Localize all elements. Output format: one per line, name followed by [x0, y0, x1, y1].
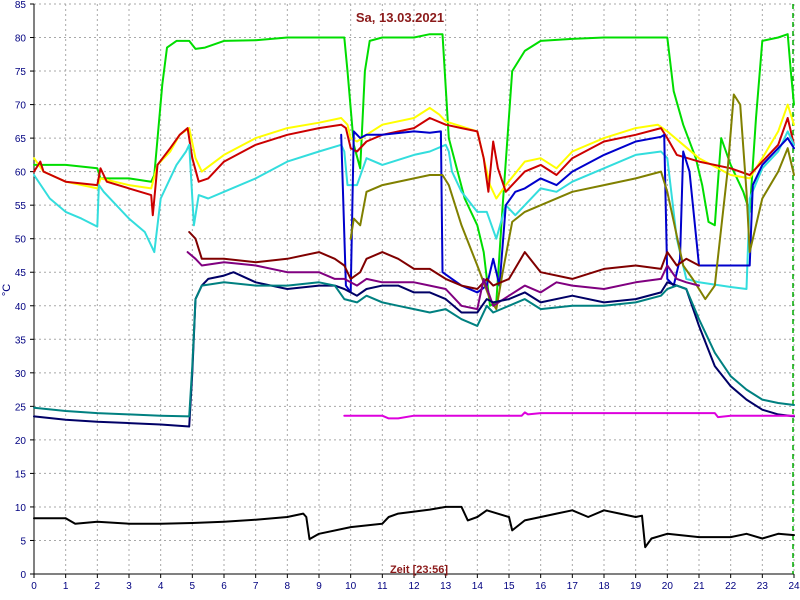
- x-tick-label: 18: [598, 581, 610, 592]
- series-line-8: [186, 251, 700, 311]
- x-tick-label: 11: [377, 581, 388, 592]
- x-tick-label: 6: [221, 581, 227, 592]
- x-tick-label: 22: [725, 581, 737, 592]
- x-tick-label: 0: [31, 581, 37, 592]
- x-tick-label: 15: [503, 581, 515, 592]
- x-tick-label: 17: [567, 581, 579, 592]
- y-tick-label: 40: [15, 302, 27, 313]
- x-tick-label: 20: [662, 581, 674, 592]
- y-tick-label: 35: [15, 335, 27, 346]
- y-tick-label: 50: [15, 235, 27, 246]
- series-line-10: [33, 281, 795, 418]
- series-line-5: [340, 130, 795, 294]
- series-line-12: [33, 505, 795, 549]
- x-axis-label: Zeit [23:56]: [390, 564, 448, 576]
- series-line-6: [349, 93, 795, 311]
- x-tick-label: 5: [190, 581, 196, 592]
- y-tick-label: 75: [15, 67, 27, 78]
- y-tick-label: 85: [15, 0, 27, 11]
- x-tick-label: 24: [788, 581, 800, 592]
- chart-title: Sa, 13.03.2021: [356, 10, 444, 25]
- y-tick-label: 45: [15, 268, 27, 279]
- x-tick-label: 2: [95, 581, 101, 592]
- y-tick-label: 25: [15, 402, 27, 413]
- x-tick-label: 1: [63, 581, 69, 592]
- series-group: [33, 33, 795, 549]
- x-tick-label: 7: [253, 581, 259, 592]
- x-tick-label: 4: [158, 581, 164, 592]
- x-tick-label: 19: [630, 581, 642, 592]
- x-tick-label: 21: [693, 581, 705, 592]
- x-tick-label: 13: [440, 581, 452, 592]
- series-line-11: [343, 411, 795, 420]
- series-line-1: [33, 33, 795, 307]
- y-axis-label: °C: [1, 284, 13, 296]
- y-tick-label: 5: [20, 536, 26, 547]
- x-tick-label: 23: [757, 581, 769, 592]
- series-line-2: [33, 103, 795, 200]
- x-tick-label: 12: [408, 581, 420, 592]
- x-tick-label: 10: [345, 581, 357, 592]
- x-tick-labels: 0 1 2 3 4 5 6 7 8 9 10 11 12 13 14 15 16 17 18 19 20 21 22 23 24: [31, 581, 800, 592]
- y-tick-label: 70: [15, 101, 27, 112]
- y-tick-label: 55: [15, 201, 27, 212]
- y-tick-label: 15: [15, 469, 27, 480]
- y-tick-label: 20: [15, 436, 27, 447]
- x-tick-label: 16: [535, 581, 547, 592]
- y-tick-label: 10: [15, 503, 27, 514]
- y-tick-label: 30: [15, 369, 27, 380]
- y-tick-label: 65: [15, 134, 27, 145]
- x-tick-label: 8: [285, 581, 291, 592]
- x-tick-label: 9: [316, 581, 322, 592]
- x-tick-label: 14: [472, 581, 484, 592]
- y-tick-label: 80: [15, 34, 27, 45]
- y-tick-label: 60: [15, 168, 27, 179]
- series-line-7: [188, 231, 700, 290]
- y-tick-labels: 0 5 10 15 20 25 30 35 40 45 50 55 60 65 70 75 80 85: [15, 0, 27, 581]
- x-tick-label: 3: [126, 581, 132, 592]
- y-tick-label: 0: [20, 570, 26, 581]
